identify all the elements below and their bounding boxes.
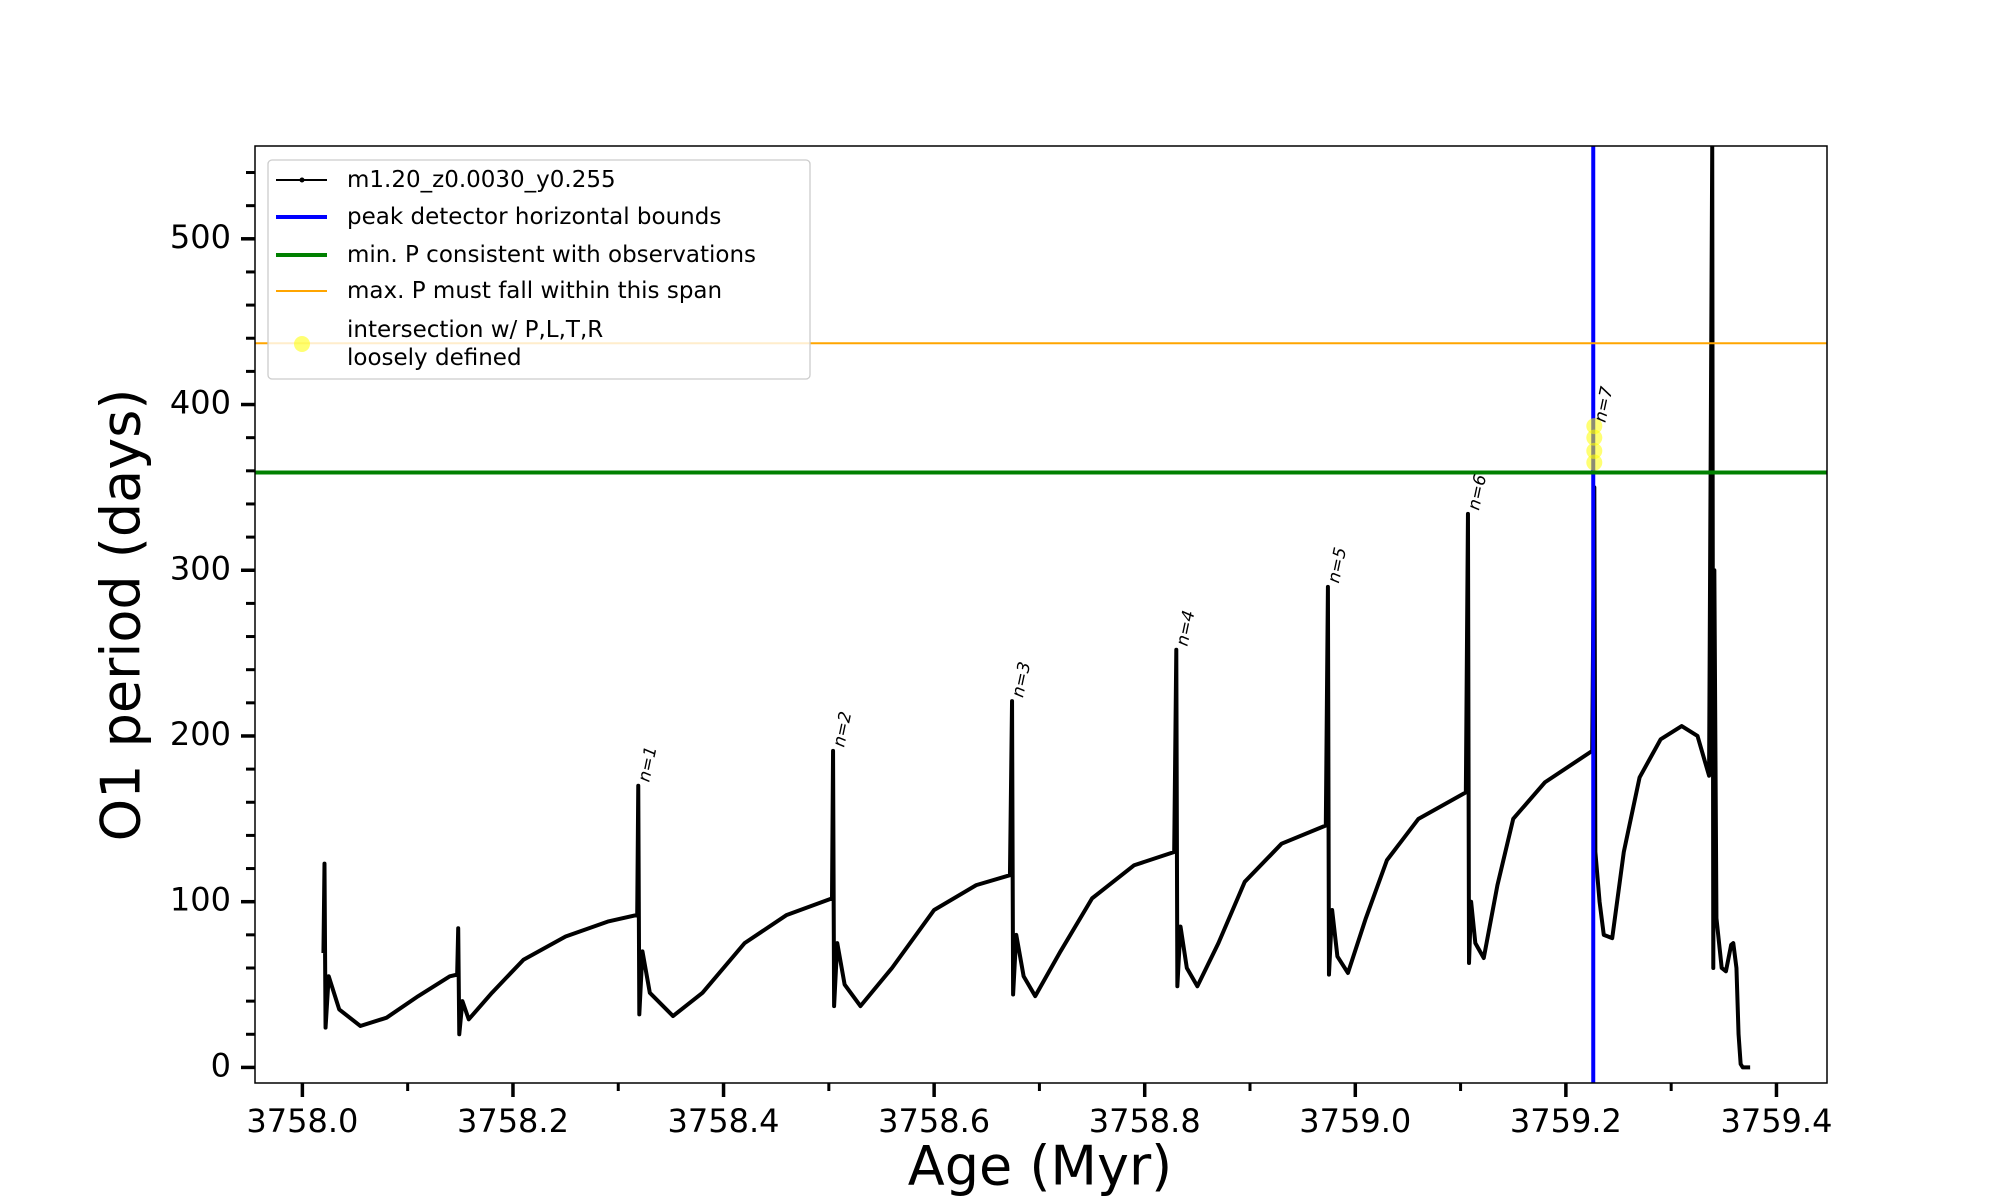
y-axis-label: O1 period (days) xyxy=(90,389,153,842)
y-tick-label: 200 xyxy=(170,715,231,753)
x-axis-label: Age (Myr) xyxy=(908,1135,1173,1198)
x-tick-label: 3759.4 xyxy=(1720,1102,1832,1140)
x-tick-label: 3758.8 xyxy=(1089,1102,1201,1140)
legend-label: m1.20_z0.0030_y0.255 xyxy=(347,167,616,193)
y-tick-label: 500 xyxy=(170,218,231,256)
x-tick-label: 3758.4 xyxy=(668,1102,780,1140)
y-tick-label: 300 xyxy=(170,549,231,587)
scatter-point xyxy=(1586,418,1603,435)
scatter-point xyxy=(1586,442,1603,459)
y-tick-label: 400 xyxy=(170,384,231,422)
scatter-point xyxy=(1586,429,1603,446)
legend-label: max. P must fall within this span xyxy=(347,278,722,304)
data-line xyxy=(321,146,1751,1070)
legend-swatch xyxy=(294,336,310,352)
x-tick-label: 3758.6 xyxy=(878,1102,990,1140)
legend-label: min. P consistent with observations xyxy=(347,242,756,268)
y-tick-label: 0 xyxy=(211,1046,231,1084)
axes: 3758.0 3758.2 3758.4 3758.6 3758.8 3759.0 3759… xyxy=(170,171,1832,1140)
scatter-point xyxy=(1586,454,1603,471)
x-tick-label: 3758.0 xyxy=(246,1102,358,1140)
legend-swatch-dot xyxy=(299,177,305,183)
x-tick-label: 3759.2 xyxy=(1510,1102,1622,1140)
y-tick-label: 100 xyxy=(170,881,231,919)
x-tick-label: 3759.0 xyxy=(1299,1102,1411,1140)
legend-label: intersection w/ P,L,T,R loosely defined xyxy=(347,317,603,371)
legend-label: peak detector horizontal bounds xyxy=(347,204,721,230)
legend-box xyxy=(267,159,811,380)
x-tick-label: 3758.2 xyxy=(457,1102,569,1140)
axes-frame xyxy=(254,145,1828,1084)
